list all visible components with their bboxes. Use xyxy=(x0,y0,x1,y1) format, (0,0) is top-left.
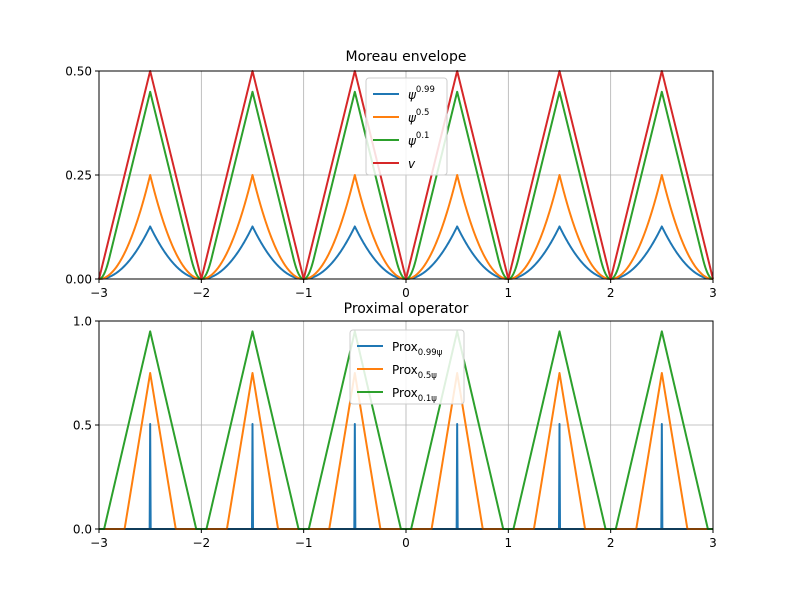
y-tick-label: 1.0 xyxy=(73,315,92,329)
legend-label: v xyxy=(408,157,416,171)
x-tick-label: −1 xyxy=(295,286,313,300)
x-tick-label: 1 xyxy=(505,536,513,550)
legend-label: Prox0.99ψ xyxy=(392,340,443,358)
y-tick-label: 0.25 xyxy=(65,169,92,183)
legend-box xyxy=(349,329,465,405)
y-tick-label: 0.50 xyxy=(65,65,92,79)
moreau-envelope-chart: Moreau envelope −3 −2 −1 0 1 2 3 0.00 0.25 0.50 ψ… xyxy=(65,49,717,300)
legend-label: Prox0.1ψ xyxy=(392,386,437,404)
y-tick-label: 0.0 xyxy=(73,523,92,537)
legend-box xyxy=(365,77,448,176)
ticks: −3 −2 −1 0 1 2 3 0.0 0.5 1.0 xyxy=(73,315,717,551)
legend-label: Prox0.5ψ xyxy=(392,363,437,381)
x-tick-label: −2 xyxy=(192,536,210,550)
x-tick-label: 2 xyxy=(607,536,615,550)
x-tick-label: −3 xyxy=(90,536,108,550)
x-tick-label: 3 xyxy=(709,286,717,300)
chart-title: Proximal operator xyxy=(344,301,469,317)
legend-label: ψ0.1 xyxy=(408,131,429,148)
legend: ψ0.99 ψ0.5 ψ0.1 v xyxy=(365,77,448,176)
x-tick-label: 3 xyxy=(709,536,717,550)
chart-title: Moreau envelope xyxy=(346,49,467,65)
x-tick-label: −3 xyxy=(90,286,108,300)
legend-label: ψ0.99 xyxy=(408,85,435,102)
proximal-operator-chart: Proximal operator −3 −2 −1 0 1 2 3 0.0 0.5 1.0 Pr… xyxy=(73,301,717,550)
legend-label: ψ0.5 xyxy=(408,108,429,125)
y-tick-label: 0.5 xyxy=(73,419,92,433)
x-tick-label: 0 xyxy=(402,286,410,300)
x-tick-label: 1 xyxy=(505,286,513,300)
x-tick-label: −1 xyxy=(295,536,313,550)
legend: Prox0.99ψ Prox0.5ψ Prox0.1ψ xyxy=(349,329,465,405)
ticks: −3 −2 −1 0 1 2 3 0.00 0.25 0.50 xyxy=(65,65,717,301)
x-tick-label: −2 xyxy=(192,286,210,300)
x-tick-label: 0 xyxy=(402,536,410,550)
y-tick-label: 0.00 xyxy=(65,273,92,287)
x-tick-label: 2 xyxy=(607,286,615,300)
